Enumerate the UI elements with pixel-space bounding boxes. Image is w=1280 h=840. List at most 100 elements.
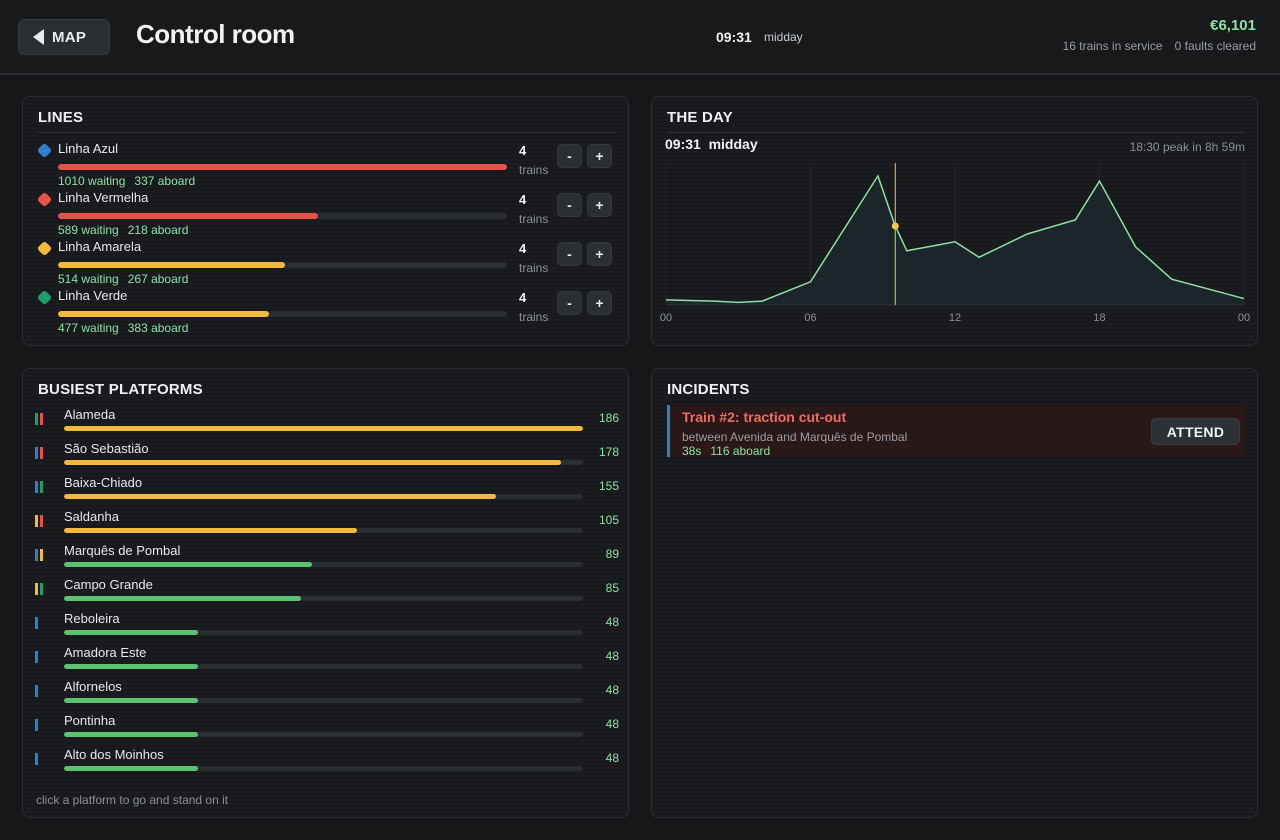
line-color-icon [36, 240, 53, 257]
platform-line-marks [35, 719, 38, 731]
line-load-fill [58, 164, 507, 170]
platform-row[interactable]: Campo Grande 85 [35, 577, 620, 611]
map-button[interactable]: MAP [18, 19, 110, 55]
incident-card: Train #2: traction cut-out between Aveni… [667, 405, 1245, 458]
line-mark-icon [35, 685, 38, 697]
platform-crowd-fill [64, 494, 497, 499]
platform-row[interactable]: Marquês de Pombal 89 [35, 543, 620, 577]
platform-row[interactable]: Alameda 186 [35, 407, 620, 441]
line-name: Linha Amarela [58, 239, 142, 254]
platform-name: Alfornelos [64, 679, 122, 694]
platform-row[interactable]: Pontinha 48 [35, 713, 620, 747]
add-train-button[interactable]: + [587, 144, 612, 168]
line-load-bar [58, 164, 507, 170]
line-mark-icon [35, 447, 38, 459]
platform-line-marks [35, 549, 43, 561]
platform-name: Campo Grande [64, 577, 153, 592]
line-mark-icon [40, 583, 43, 595]
platform-crowd-fill [64, 630, 198, 635]
remove-train-button[interactable]: - [557, 291, 582, 315]
line-train-count: 4 [519, 290, 527, 305]
map-button-label: MAP [52, 28, 87, 46]
divider [667, 132, 1245, 133]
platform-count: 48 [605, 649, 619, 663]
line-load-fill [58, 311, 270, 317]
line-meta: 589 waiting 218 aboard [58, 223, 188, 237]
remove-train-button[interactable]: - [557, 144, 582, 168]
platform-line-marks [35, 583, 43, 595]
line-load-bar [58, 213, 507, 219]
line-meta: 477 waiting 383 aboard [58, 321, 188, 335]
platform-name: Marquês de Pombal [64, 543, 181, 558]
line-mark-icon [35, 481, 38, 493]
line-mark-icon [35, 651, 38, 663]
line-mark-icon [35, 753, 38, 765]
line-waiting: 514 waiting [58, 272, 119, 286]
line-mark-icon [35, 617, 38, 629]
day-panel: THE DAY 09:31 midday 18:30 peak in 8h 59… [651, 96, 1258, 346]
chart-series-line [665, 174, 1245, 304]
line-color-icon [36, 191, 53, 208]
attend-button[interactable]: ATTEND [1151, 418, 1240, 445]
incidents-panel-title: INCIDENTS [667, 381, 750, 398]
platforms-panel: BUSIEST PLATFORMS Alameda 186 São Sebastiã… [22, 368, 629, 818]
line-load-bar [58, 311, 507, 317]
platform-line-marks [35, 447, 43, 459]
platform-line-marks [35, 413, 43, 425]
line-train-count: 4 [519, 241, 527, 256]
platform-row[interactable]: São Sebastião 178 [35, 441, 620, 475]
platform-name: Saldanha [64, 509, 119, 524]
platform-name: Baixa-Chiado [64, 475, 143, 490]
line-load-bar [58, 262, 507, 268]
platform-row[interactable]: Baixa-Chiado 155 [35, 475, 620, 509]
platform-crowd-fill [64, 664, 198, 669]
platform-name: Amadora Este [64, 645, 147, 660]
platform-row[interactable]: Saldanha 105 [35, 509, 620, 543]
platform-crowd-fill [64, 732, 198, 737]
platform-name: São Sebastião [64, 441, 149, 456]
platform-line-marks [35, 617, 38, 629]
platform-line-marks [35, 651, 38, 663]
incident-meta: 38s 116 aboard [682, 444, 770, 458]
chart-tick-label: 06 [804, 312, 816, 324]
line-load-fill [58, 213, 319, 219]
chart-area [666, 175, 1244, 305]
line-mark-icon [35, 549, 38, 561]
back-arrow-icon [33, 29, 44, 45]
line-aboard: 383 aboard [127, 321, 189, 335]
remove-train-button[interactable]: - [557, 242, 582, 266]
line-mark-icon [35, 413, 38, 425]
platform-crowd-bar [64, 698, 583, 703]
platform-crowd-fill [64, 562, 313, 567]
line-trains-label: trains [519, 261, 549, 275]
platform-crowd-bar [64, 732, 583, 737]
platform-crowd-fill [64, 766, 198, 771]
line-mark-icon [35, 719, 38, 731]
platform-crowd-bar [64, 664, 583, 669]
add-train-button[interactable]: + [587, 242, 612, 266]
platform-name: Alto dos Moinhos [64, 747, 164, 762]
platform-row[interactable]: Alto dos Moinhos 48 [35, 747, 620, 781]
line-trains-label: trains [519, 310, 549, 324]
platform-row[interactable]: Reboleira 48 [35, 611, 620, 645]
platform-crowd-bar [64, 766, 583, 771]
remove-train-button[interactable]: - [557, 193, 582, 217]
platform-crowd-bar [64, 528, 583, 533]
platform-row[interactable]: Amadora Este 48 [35, 645, 620, 679]
incident-aboard: 116 aboard [710, 444, 771, 458]
lines-panel: LINES Linha Azul 1010 waiting 337 aboard 4 t… [22, 96, 629, 346]
add-train-button[interactable]: + [587, 193, 612, 217]
platform-row[interactable]: Alfornelos 48 [35, 679, 620, 713]
platform-count: 178 [598, 445, 619, 459]
line-meta: 1010 waiting 337 aboard [58, 174, 195, 188]
money-balance: €6,101 [1210, 17, 1256, 34]
add-train-button[interactable]: + [587, 291, 612, 315]
platform-count: 48 [605, 751, 619, 765]
chart-now-point [891, 222, 899, 230]
incident-location: between Avenida and Marquês de Pombal [682, 430, 908, 444]
day-current-time: 09:31 midday [665, 136, 758, 152]
line-mark-icon [40, 515, 43, 527]
platform-count: 85 [605, 581, 619, 595]
line-aboard: 218 aboard [127, 223, 189, 237]
platforms-panel-title: BUSIEST PLATFORMS [38, 381, 203, 398]
